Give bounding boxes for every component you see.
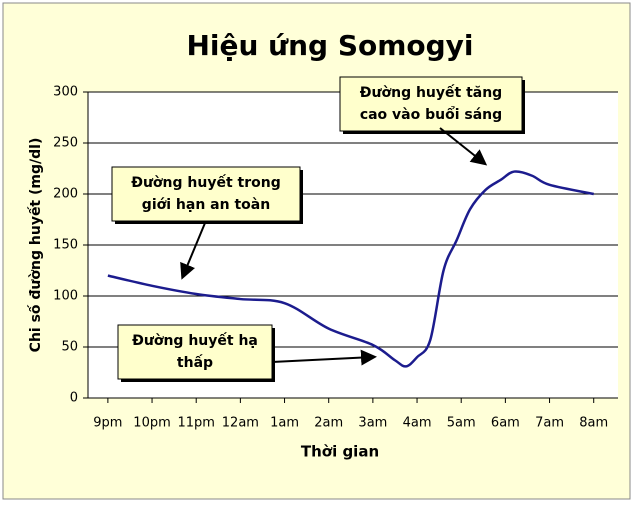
annotation-text: Đường huyết trong bbox=[131, 174, 281, 191]
annotation-text: giới hạn an toàn bbox=[142, 197, 270, 213]
annotation-text: Đường huyết tăng bbox=[360, 84, 502, 101]
x-tick-label: 2am bbox=[314, 416, 343, 431]
x-tick-label: 1am bbox=[270, 416, 299, 431]
y-tick-label: 150 bbox=[53, 238, 78, 253]
annotation-box bbox=[111, 166, 301, 222]
x-tick-label: 7am bbox=[535, 416, 564, 431]
y-tick-label: 0 bbox=[70, 391, 78, 406]
y-axis-label: Chi số đường huyết (mg/dl) bbox=[27, 138, 44, 353]
y-tick-label: 200 bbox=[53, 187, 78, 202]
y-tick-label: 250 bbox=[53, 136, 78, 151]
y-tick-label: 300 bbox=[53, 85, 78, 100]
y-tick-label: 100 bbox=[53, 289, 78, 304]
x-tick-label: 4am bbox=[403, 416, 432, 431]
y-tick-label: 50 bbox=[61, 340, 78, 355]
annotation-box bbox=[117, 324, 273, 380]
x-tick-label: 5am bbox=[447, 416, 476, 431]
arrow bbox=[271, 349, 377, 366]
x-tick-label: 9pm bbox=[93, 416, 122, 431]
x-tick-label: 11pm bbox=[177, 416, 214, 431]
x-tick-label: 12am bbox=[222, 416, 259, 431]
chart-title: Hiệu ứng Somogyi bbox=[186, 29, 473, 62]
x-tick-label: 6am bbox=[491, 416, 520, 431]
series-line bbox=[107, 170, 594, 368]
arrow bbox=[180, 222, 206, 280]
arrow bbox=[439, 127, 488, 166]
annotation-text: thấp bbox=[177, 354, 213, 371]
x-tick-label: 10pm bbox=[133, 416, 170, 431]
x-tick-label: 3am bbox=[358, 416, 387, 431]
annotation-text: Đường huyết hạ bbox=[132, 332, 258, 349]
x-tick-label: 8am bbox=[579, 416, 608, 431]
annotation-box bbox=[339, 76, 523, 132]
annotation-text: cao vào buổi sáng bbox=[360, 106, 502, 123]
x-axis-label: Thời gian bbox=[301, 443, 379, 461]
